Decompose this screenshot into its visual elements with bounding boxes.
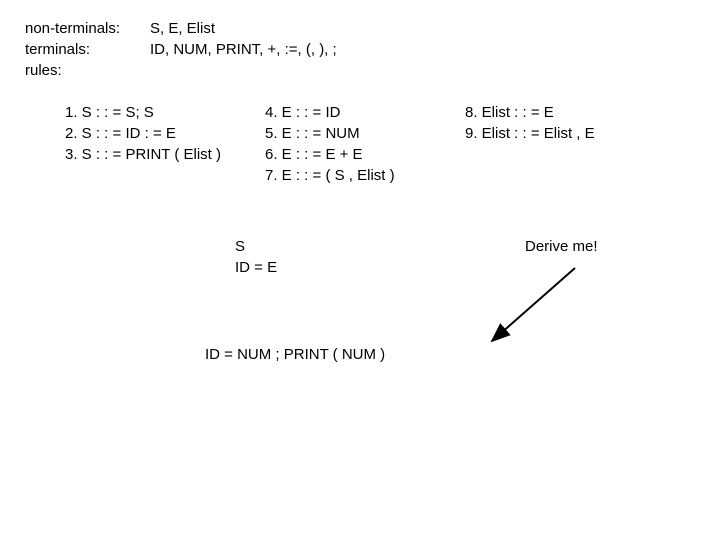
- derive-steps: S ID = E: [235, 238, 695, 276]
- derive-me-callout: Derive me!: [525, 238, 598, 255]
- nonterminals-row: non-terminals: S, E, Elist: [25, 20, 695, 37]
- rules-row: rules:: [25, 62, 695, 79]
- rule-3: 3. S : : = PRINT ( Elist ): [65, 146, 265, 163]
- rule-8: 8. Elist : : = E: [465, 104, 695, 121]
- rule-7: 7. E : : = ( S , Elist ): [265, 167, 465, 184]
- rules-col-3: 8. Elist : : = E 9. Elist : : = Elist , …: [465, 104, 695, 188]
- rule-1: 1. S : : = S; S: [65, 104, 265, 121]
- rules-col-1: 1. S : : = S; S 2. S : : = ID : = E 3. S…: [65, 104, 265, 188]
- terminals-value: ID, NUM, PRINT, +, :=, (, ), ;: [150, 41, 695, 58]
- rule-6: 6. E : : = E + E: [265, 146, 465, 163]
- rule-2: 2. S : : = ID : = E: [65, 125, 265, 142]
- rule-5: 5. E : : = NUM: [265, 125, 465, 142]
- derive-section: S ID = E Derive me!: [235, 238, 695, 276]
- derive-line-2: ID = E: [235, 259, 695, 276]
- terminals-row: terminals: ID, NUM, PRINT, +, :=, (, ), …: [25, 41, 695, 58]
- rule-4: 4. E : : = ID: [265, 104, 465, 121]
- rules-col-2: 4. E : : = ID 5. E : : = NUM 6. E : : = …: [265, 104, 465, 188]
- nonterminals-value: S, E, Elist: [150, 20, 695, 37]
- rules-label: rules:: [25, 62, 150, 79]
- rules-columns: 1. S : : = S; S 2. S : : = ID : = E 3. S…: [25, 104, 695, 188]
- rule-9: 9. Elist : : = Elist , E: [465, 125, 695, 142]
- terminals-label: terminals:: [25, 41, 150, 58]
- derive-line-1: S: [235, 238, 695, 255]
- definitions-block: non-terminals: S, E, Elist terminals: ID…: [25, 20, 695, 79]
- final-expression: ID = NUM ; PRINT ( NUM ): [205, 346, 695, 363]
- nonterminals-label: non-terminals:: [25, 20, 150, 37]
